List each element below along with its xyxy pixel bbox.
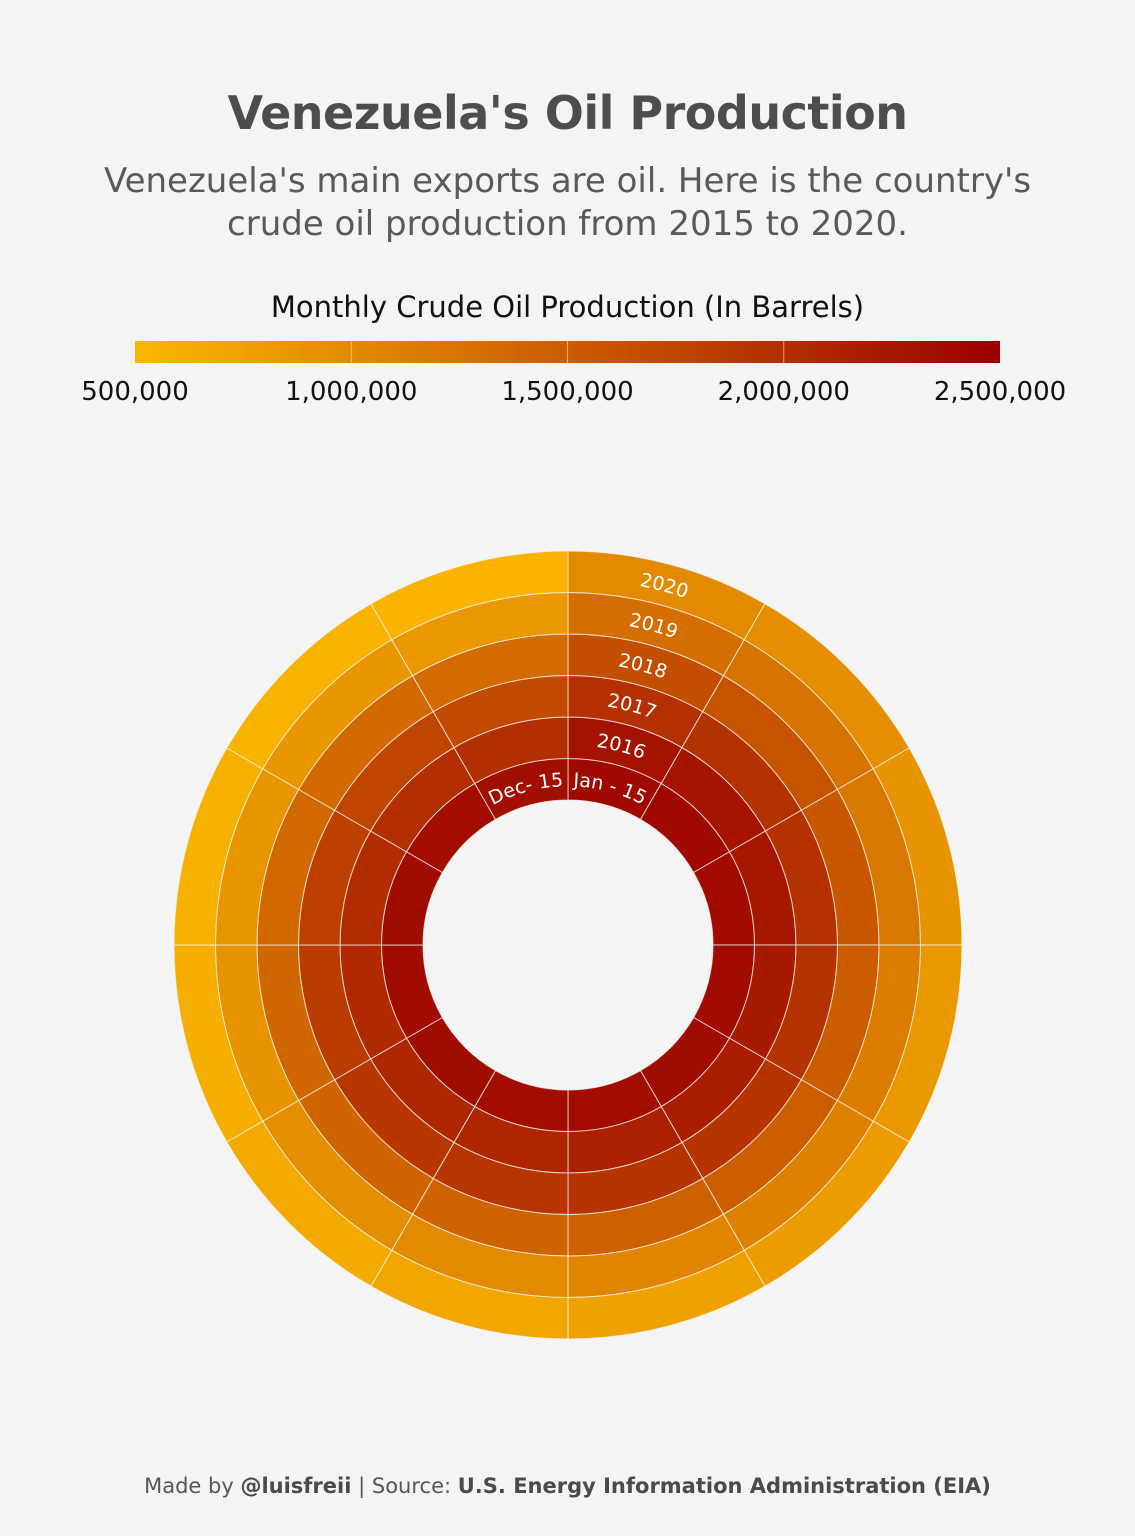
- footer-author: @luisfreii: [240, 1474, 352, 1498]
- legend-tick-label: 2,500,000: [933, 377, 1067, 407]
- footer: Made by @luisfreii | Source: U.S. Energy…: [0, 1474, 1135, 1498]
- chart-subtitle: Venezuela's main exports are oil. Here i…: [103, 161, 1032, 244]
- footer-made-by: Made by: [144, 1474, 234, 1498]
- legend-color-bar: [135, 341, 1000, 363]
- legend-tick-label: 2,000,000: [717, 377, 850, 407]
- heatmap-cell-2020-12: [370, 550, 569, 641]
- footer-source: U.S. Energy Information Administration (…: [457, 1474, 991, 1498]
- legend-title: Monthly Crude Oil Production (In Barrels…: [270, 290, 865, 324]
- legend-tick-label: 500,000: [81, 377, 189, 407]
- legend-tick-label: 1,000,000: [285, 377, 418, 407]
- chart-title: Venezuela's Oil Production: [227, 86, 908, 140]
- legend-tick-label: 1,500,000: [501, 377, 634, 407]
- footer-source-prefix: | Source:: [358, 1474, 452, 1498]
